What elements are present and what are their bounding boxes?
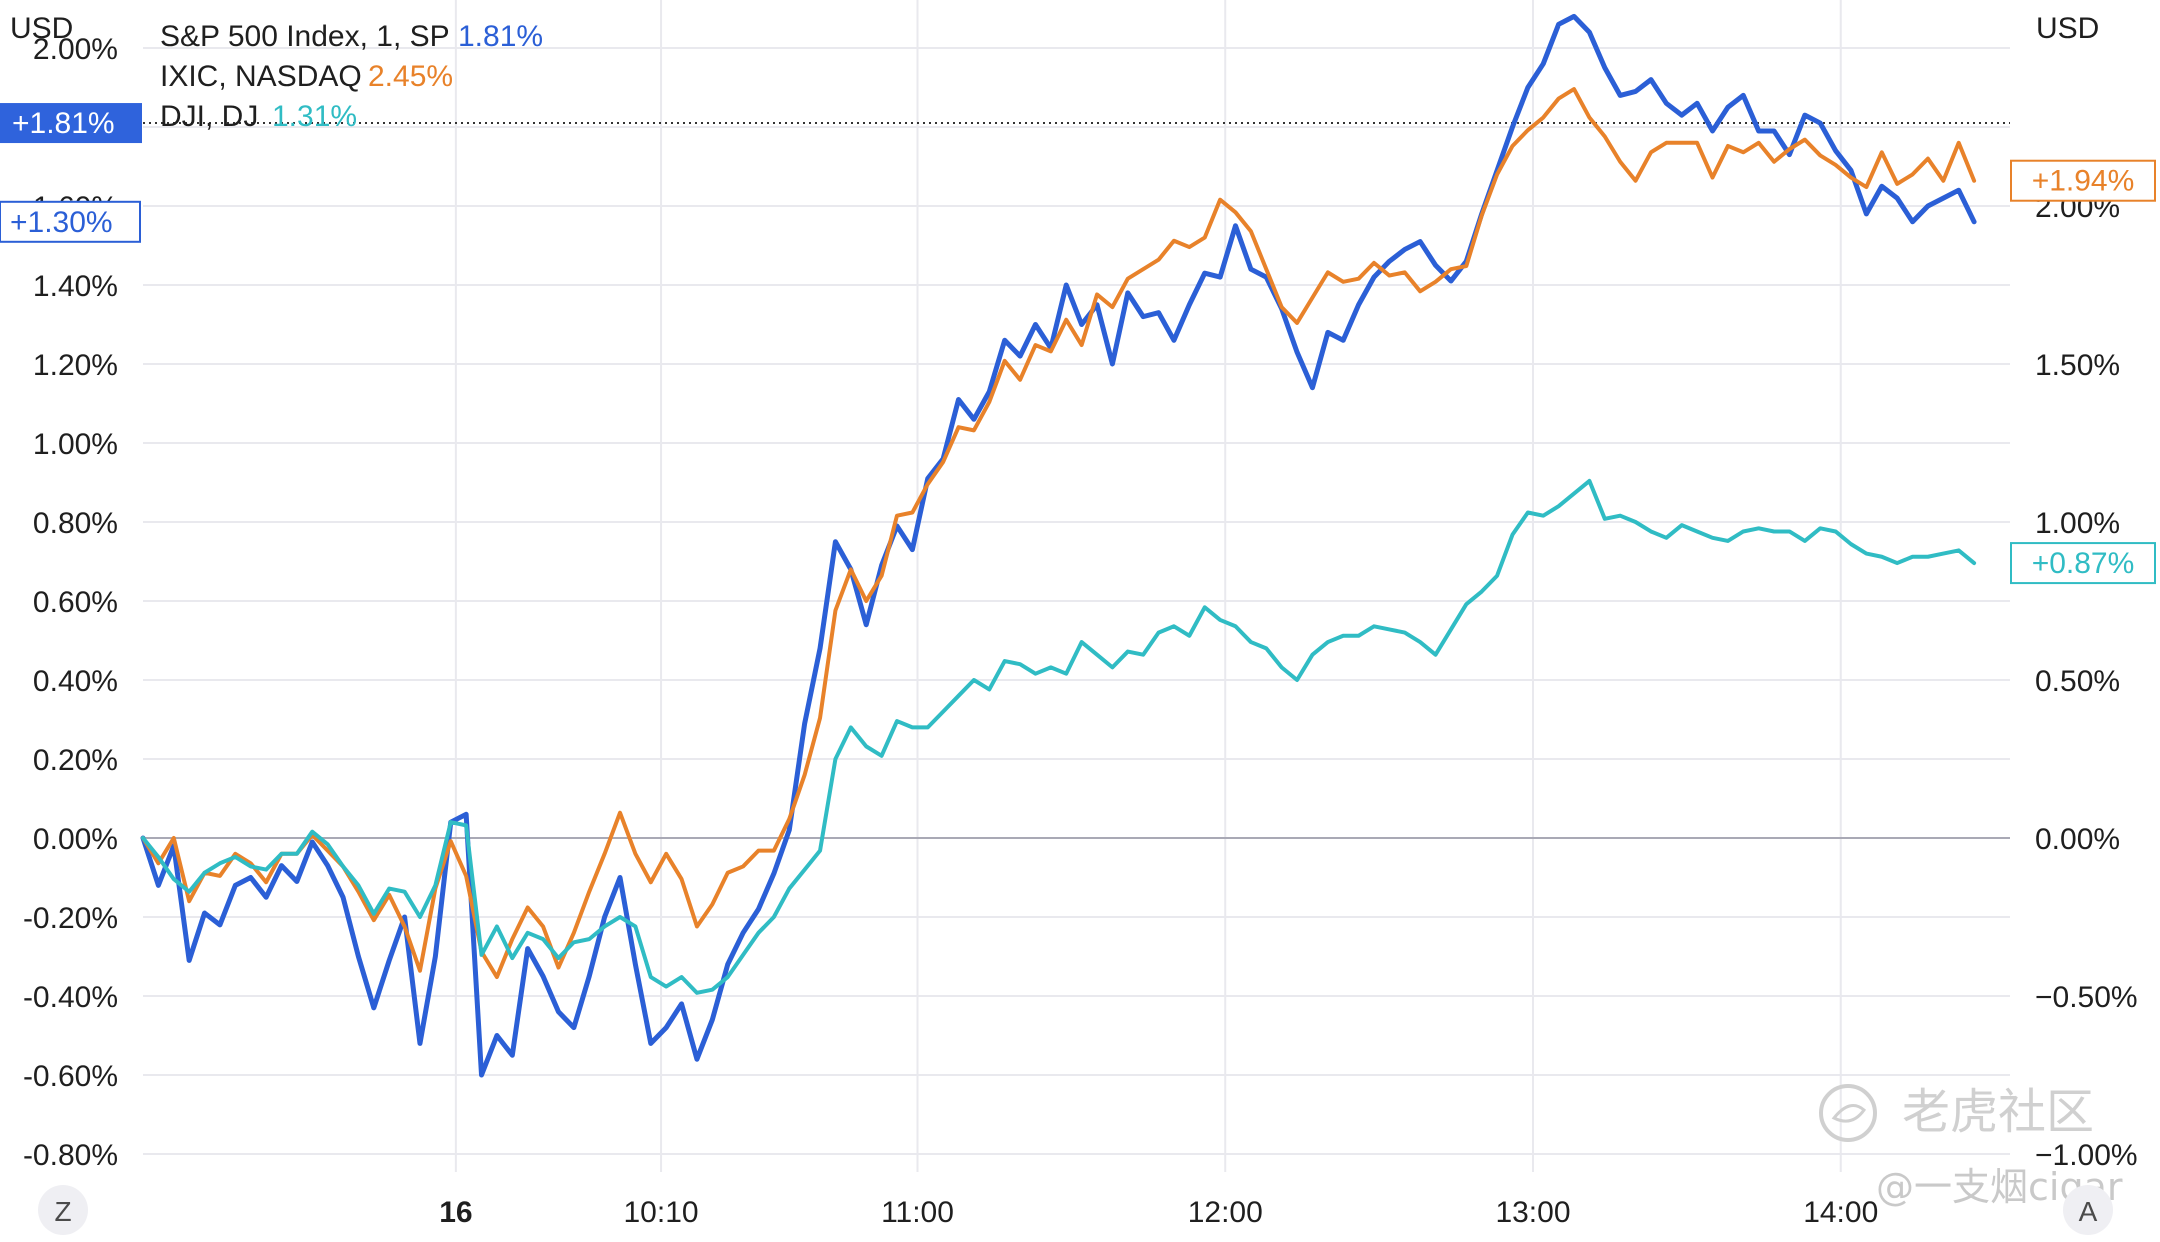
grid <box>143 0 2010 1172</box>
tiger-logo-mark <box>1831 1104 1867 1123</box>
series-line-2 <box>141 478 1977 995</box>
legend-ixic-value: 2.45% <box>368 60 453 93</box>
series-line-1 <box>141 87 1977 980</box>
right-zoom-button-bg[interactable] <box>2063 1185 2113 1235</box>
series-badge-1-bg <box>2010 159 2156 202</box>
series-badge-0-text: +1.30% <box>10 206 113 239</box>
legend: S&P 500 Index, 1, SP 1.81% IXIC, NASDAQ … <box>160 20 543 133</box>
left-tick-label-12: -0.40% <box>23 981 118 1014</box>
series-badge-2-bg <box>2010 542 2156 585</box>
x-tick-label-4: 13:00 <box>1495 1196 1570 1229</box>
left-zoom-button-label[interactable]: Z <box>54 1196 71 1227</box>
left-tick-label-10: 0.00% <box>33 823 118 856</box>
right-unit-label: USD <box>2036 12 2099 45</box>
right-tick-label-1: 1.50% <box>2035 349 2120 382</box>
left-tick-label-6: 0.80% <box>33 507 118 540</box>
x-tick-label-3: 12:00 <box>1188 1196 1263 1229</box>
legend-dji-name: DJI, DJ <box>160 100 258 133</box>
x-tick-label-2: 11:00 <box>881 1196 954 1229</box>
bottom-controls: Z A <box>38 1185 2113 1235</box>
legend-dji-value: 1.31% <box>272 100 357 133</box>
current-value-badge-text: +1.81% <box>12 107 115 140</box>
left-tick-label-4: 1.20% <box>33 349 118 382</box>
current-value-badge-bg <box>0 103 142 144</box>
x-tick-label-5: 14:00 <box>1803 1196 1878 1229</box>
x-axis-tick-labels: 16 10:10 11:00 12:00 13:00 14:00 <box>439 1196 1878 1229</box>
right-zoom-button-label[interactable]: A <box>2079 1196 2098 1227</box>
series-badge-1-text: +1.94% <box>2032 165 2135 198</box>
x-tick-label-1: 10:10 <box>624 1196 699 1229</box>
left-tick-label-8: 0.40% <box>33 665 118 698</box>
tiger-logo-icon <box>1819 1084 1877 1142</box>
legend-sp-value: 1.81% <box>458 20 543 53</box>
left-tick-label-13: -0.60% <box>23 1060 118 1093</box>
left-tick-label-7: 0.60% <box>33 586 118 619</box>
left-tick-label-9: 0.20% <box>33 744 118 777</box>
left-tick-label-11: -0.20% <box>23 902 118 935</box>
legend-ixic-name: IXIC, NASDAQ <box>160 60 362 93</box>
right-tick-label-2: 1.00% <box>2035 507 2120 540</box>
series-layer <box>140 13 1977 1078</box>
left-zoom-button-bg[interactable] <box>38 1185 88 1235</box>
right-tick-label-3: 0.50% <box>2035 665 2120 698</box>
left-tick-label-3: 1.40% <box>33 270 118 303</box>
right-tick-label-6: −1.00% <box>2035 1139 2138 1172</box>
series-badge-0-bg <box>0 200 141 243</box>
x-tick-label-0: 16 <box>439 1196 472 1229</box>
left-tick-label-0: 2.00% <box>33 33 118 66</box>
left-tick-label-5: 1.00% <box>33 428 118 461</box>
right-tick-label-5: −0.50% <box>2035 981 2138 1014</box>
legend-sp-name: S&P 500 Index, 1, SP <box>160 20 450 53</box>
left-tick-label-14: -0.80% <box>23 1139 118 1172</box>
left-unit-label: USD <box>10 12 73 45</box>
right-axis-tick-labels: 2.00%1.50%1.00%0.50%0.00%−0.50%−1.00% <box>2035 191 2138 1172</box>
value-badges: +1.81% +1.30% +1.94% +0.87% <box>0 103 2156 585</box>
series-badge-2-text: +0.87% <box>2032 547 2135 580</box>
right-tick-label-4: 0.00% <box>2035 823 2120 856</box>
watermark-main-text: 老虎社区 <box>1902 1084 2094 1140</box>
